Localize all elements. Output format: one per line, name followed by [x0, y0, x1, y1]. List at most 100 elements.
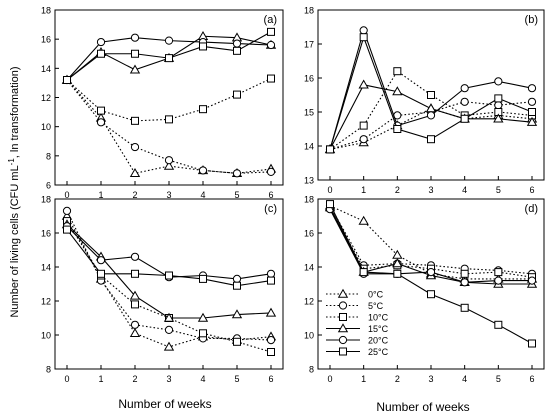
series-20°C: [325, 205, 537, 287]
x-tick-label: 4: [462, 374, 467, 384]
data-point: [460, 303, 469, 312]
data-point: [426, 111, 436, 120]
data-point: [392, 86, 403, 96]
y-tick-label: 12: [304, 297, 314, 307]
data-point: [494, 94, 503, 103]
x-tick-label: 2: [132, 190, 137, 200]
series-15°C: [61, 219, 277, 322]
data-point: [163, 341, 175, 351]
data-point: [267, 74, 275, 83]
data-point: [63, 225, 71, 234]
legend-label: 10°C: [368, 313, 389, 323]
data-point: [232, 274, 242, 283]
data-point: [131, 49, 139, 58]
data-point: [129, 290, 141, 300]
y-tick-label: 18: [41, 195, 51, 205]
data-point: [494, 276, 503, 285]
data-point: [97, 106, 105, 115]
data-point: [233, 90, 241, 99]
y-axis-label: Number of living cells (CFU mL-1, ln tra…: [7, 66, 22, 317]
data-point: [326, 145, 334, 154]
data-point: [359, 26, 368, 35]
x-tick-label: 5: [496, 185, 501, 195]
data-point: [96, 256, 106, 265]
y-tick-label: 10: [41, 331, 51, 341]
legend-label: 0°C: [368, 290, 384, 300]
x-tick-label: 6: [529, 185, 534, 195]
data-point: [129, 64, 141, 74]
legend-marker: [339, 347, 347, 356]
x-tick-label: 3: [166, 374, 171, 384]
x-tick-label: 2: [395, 185, 400, 195]
data-point: [97, 49, 105, 58]
legend-label: 25°C: [368, 347, 389, 357]
x-tick-label: 5: [234, 190, 239, 200]
y-tick-label: 14: [304, 142, 314, 152]
legend-label: 20°C: [368, 336, 389, 346]
data-point: [233, 46, 241, 55]
legend-marker: [339, 313, 347, 321]
data-point: [358, 215, 369, 225]
x-tick-label: 5: [234, 374, 239, 384]
data-point: [326, 200, 334, 209]
data-point: [130, 142, 140, 152]
data-point: [131, 116, 139, 125]
x-tick-label: 0: [64, 374, 69, 384]
data-point: [359, 33, 368, 42]
x-tick-label: 3: [428, 374, 433, 384]
data-point: [232, 169, 242, 178]
data-point: [164, 156, 174, 165]
data-point: [425, 103, 437, 113]
panel-label: (a): [264, 14, 277, 26]
data-point: [198, 166, 208, 175]
series-25°C: [63, 27, 275, 84]
series-25°C: [326, 200, 536, 348]
y-tick-label: 18: [304, 195, 314, 205]
legend-marker: [337, 288, 349, 298]
y-tick-label: 12: [41, 93, 51, 103]
data-point: [266, 336, 276, 345]
data-point: [231, 309, 243, 319]
data-point: [526, 116, 538, 126]
data-point: [131, 269, 139, 278]
x-tick-label: 3: [166, 190, 171, 200]
y-tick-label: 15: [304, 108, 314, 118]
legend-entry: 10°C: [326, 313, 389, 323]
x-tick-label: 6: [268, 190, 273, 200]
data-point: [266, 269, 276, 278]
x-tick-label: 3: [428, 185, 433, 195]
data-point: [267, 276, 275, 285]
y-tick-label: 16: [41, 229, 51, 239]
legend-entry: 5°C: [326, 301, 384, 311]
data-point: [460, 84, 469, 93]
y-tick-label: 16: [41, 35, 51, 45]
y-tick-label: 8: [46, 151, 51, 161]
data-point: [494, 101, 503, 110]
data-point: [528, 339, 536, 348]
x-axis-label-left: Number of weeks: [118, 397, 211, 411]
series-20°C: [325, 26, 537, 154]
y-tick-label: 14: [41, 64, 51, 74]
x-tick-label: 0: [327, 374, 332, 384]
x-tick-label: 0: [64, 190, 69, 200]
y-tick-label: 6: [46, 181, 51, 191]
data-point: [359, 121, 368, 130]
legend: 0°C5°C 10°C15°C 20°C25°C: [326, 288, 389, 357]
data-point: [163, 312, 175, 322]
data-point: [233, 281, 241, 290]
y-tick-label: 16: [304, 229, 314, 239]
data-point: [165, 54, 173, 63]
x-tick-label: 6: [529, 374, 534, 384]
data-point: [131, 300, 139, 309]
data-point: [130, 33, 140, 42]
x-tick-label: 4: [200, 374, 205, 384]
data-point: [129, 168, 141, 178]
panel-b: 13 14 15 16 17 18 0 1 2 3 4 5 6 (b): [304, 6, 545, 195]
legend-entry: 15°C: [326, 323, 389, 334]
series-10°C: [63, 217, 275, 356]
data-point: [267, 348, 275, 356]
x-tick-label: 4: [462, 185, 467, 195]
data-point: [528, 108, 536, 116]
data-point: [233, 337, 241, 346]
